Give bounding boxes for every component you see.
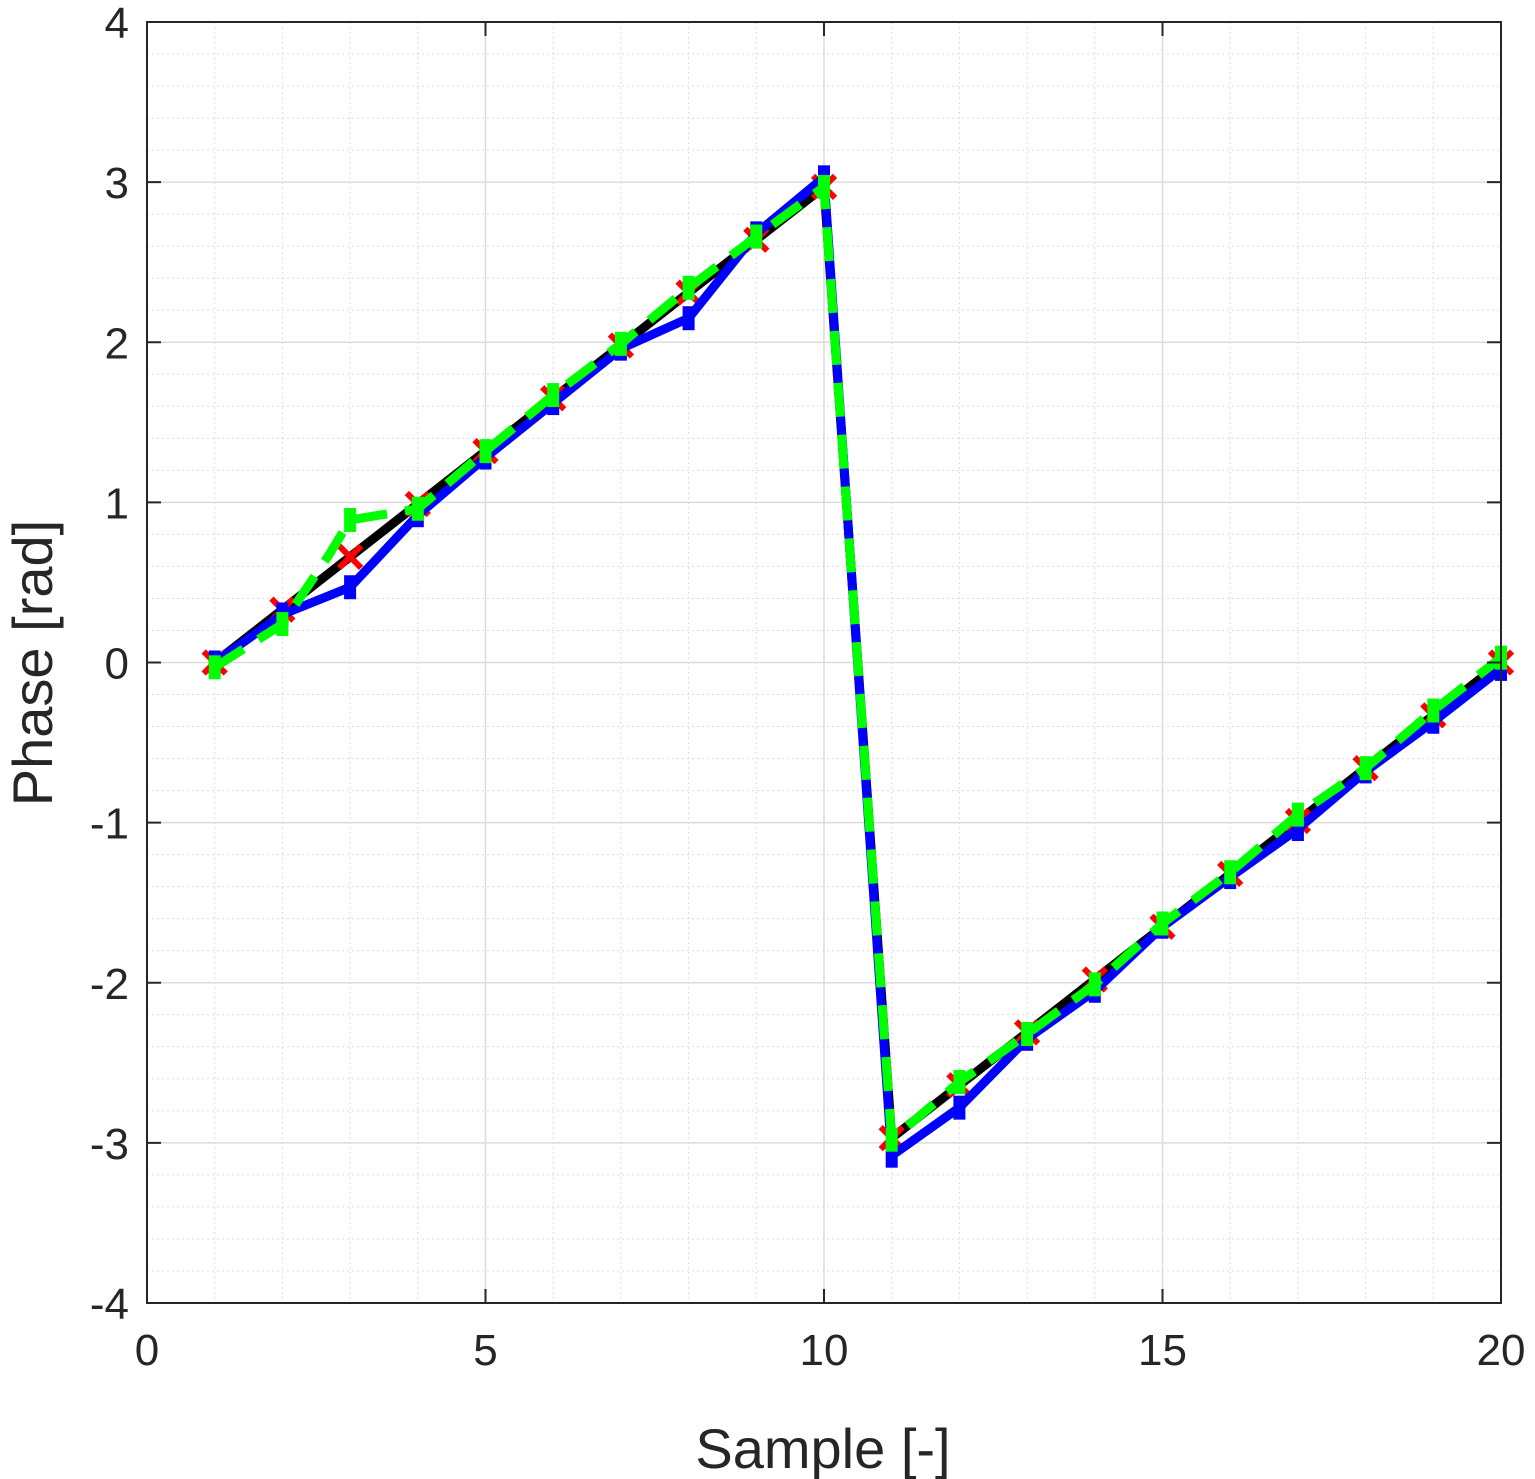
data-point-marker — [1359, 756, 1372, 781]
y-tick-label: 1 — [105, 479, 129, 528]
data-point-marker — [411, 496, 424, 521]
data-point-marker — [344, 507, 357, 532]
tick-labels: 0 5 10 15 20 -4 -3 -2 -1 0 1 2 3 4 — [90, 0, 1526, 1375]
data-point-marker — [1427, 698, 1440, 723]
x-tick-label: 0 — [135, 1326, 159, 1375]
y-tick-label: 0 — [105, 640, 129, 689]
data-point-marker — [953, 1095, 966, 1120]
data-point-marker — [344, 575, 357, 600]
y-tick-label: -2 — [90, 960, 129, 1009]
y-tick-label: -4 — [90, 1280, 129, 1329]
data-point-marker — [1224, 860, 1237, 885]
data-point-marker — [1156, 911, 1169, 936]
x-tick-label: 10 — [800, 1326, 849, 1375]
data-point-marker — [1088, 972, 1101, 997]
data-point-marker — [336, 543, 364, 570]
data-point-marker — [682, 306, 695, 331]
y-tick-label: 4 — [105, 0, 129, 48]
data-point-marker — [818, 174, 830, 199]
y-axis-label: Phase [rad] — [1, 520, 64, 806]
data-point-marker — [1021, 1021, 1034, 1046]
series-green-markers — [208, 174, 1507, 1152]
data-point-marker — [1291, 802, 1304, 827]
y-tick-label: -3 — [90, 1120, 129, 1169]
series-layer — [201, 165, 1515, 1168]
data-point-marker — [750, 224, 763, 249]
y-tick-label: -1 — [90, 800, 129, 849]
data-point-marker — [208, 655, 221, 680]
x-axis-label: Sample [-] — [695, 1417, 950, 1479]
data-point-marker — [479, 439, 492, 464]
data-point-marker — [953, 1070, 966, 1095]
axes — [146, 21, 1502, 1304]
y-tick-label: 2 — [105, 319, 129, 368]
data-point-marker — [547, 383, 560, 408]
x-tick-label: 20 — [1477, 1326, 1526, 1375]
data-point-marker — [614, 331, 627, 356]
x-tick-label: 5 — [473, 1326, 497, 1375]
data-point-marker — [682, 275, 695, 300]
data-point-marker — [276, 612, 289, 637]
x-tick-label: 15 — [1138, 1326, 1187, 1375]
y-tick-label: 3 — [105, 159, 129, 208]
data-point-marker — [885, 1127, 898, 1152]
